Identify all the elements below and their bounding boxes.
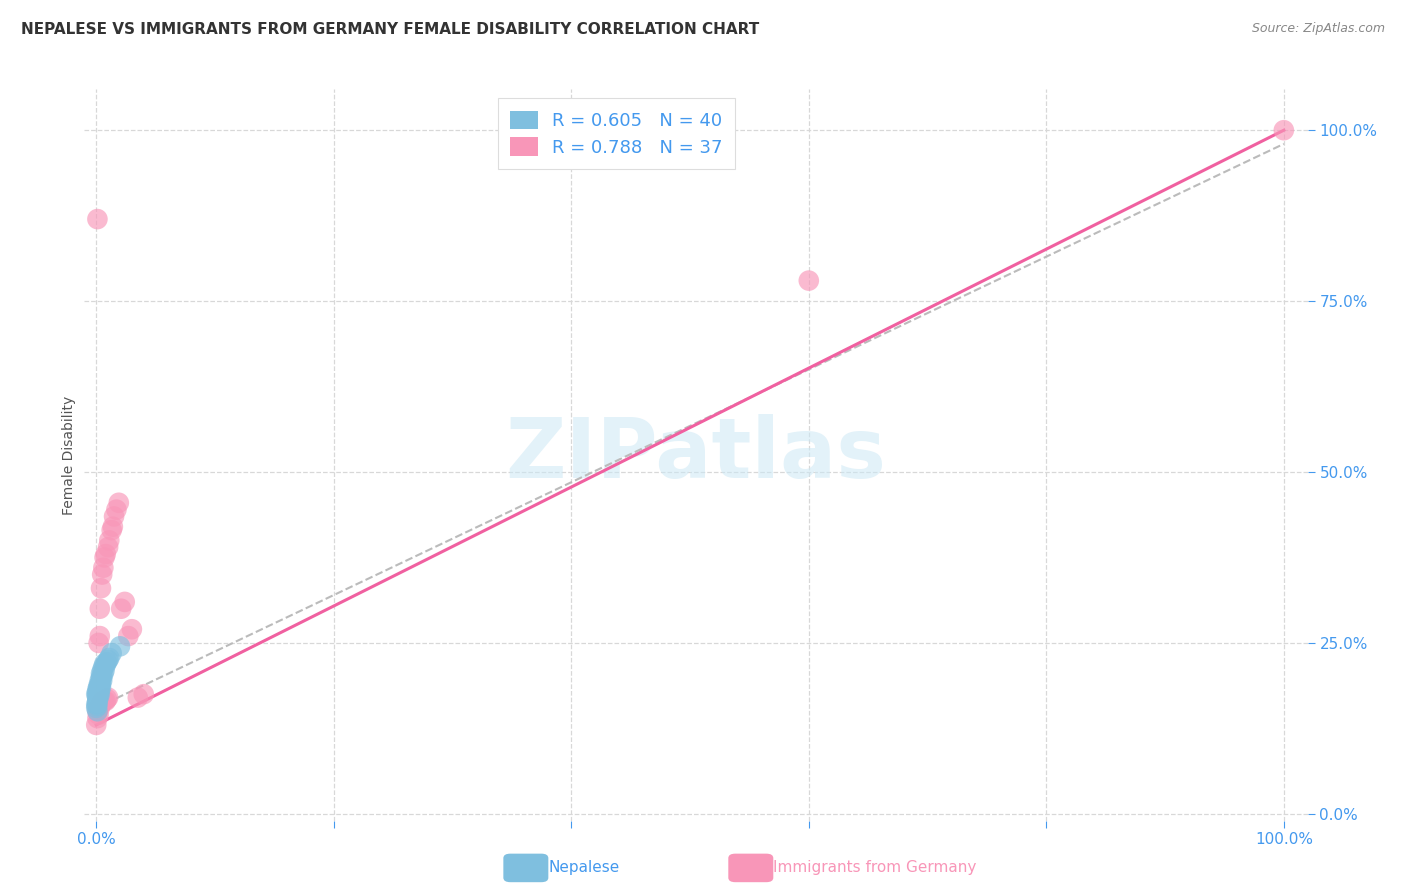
Point [90,670,112,684]
Point [117,629,139,643]
Point [87,687,110,701]
Point [89,673,111,688]
Legend: R = 0.605   N = 40, R = 0.788   N = 37: R = 0.605 N = 40, R = 0.788 N = 37 [498,98,735,169]
Point [90,666,112,681]
Point [87,636,110,650]
Point [87,690,110,705]
Point [89,629,111,643]
Point [87,682,110,697]
Point [84,687,107,701]
Point [89,683,111,698]
Text: Immigrants from Germany: Immigrants from Germany [773,860,977,874]
Point [97,653,120,667]
Text: ZIPatlas: ZIPatlas [506,415,886,495]
Point [108,640,131,654]
Point [797,274,820,288]
Point [97,690,120,705]
Point [87,707,110,722]
Point [107,496,129,510]
Point [89,601,111,615]
Point [86,212,108,227]
Point [86,694,108,708]
Point [93,560,115,574]
Point [96,655,118,669]
Point [86,685,108,699]
Point [91,567,114,582]
Point [91,663,114,677]
Point [93,694,115,708]
Point [97,540,120,554]
Point [90,681,112,695]
Point [89,701,111,715]
Point [110,601,132,615]
Point [93,694,115,708]
Point [121,622,143,636]
Point [94,657,117,672]
Point [100,646,122,660]
Y-axis label: Female Disability: Female Disability [62,395,76,515]
Point [93,663,115,677]
Point [86,704,108,718]
Point [86,696,108,710]
Point [93,666,115,681]
Point [87,683,110,698]
Point [87,701,110,715]
Text: Source: ZipAtlas.com: Source: ZipAtlas.com [1251,22,1385,36]
Point [91,694,114,708]
Text: Nepalese: Nepalese [548,860,620,874]
Point [98,533,121,548]
Point [86,682,108,697]
Point [91,673,114,688]
Point [105,502,128,516]
Point [94,547,117,561]
Point [89,687,111,701]
Point [90,698,112,712]
Point [86,711,108,725]
Point [89,677,111,691]
Point [90,581,112,595]
Point [98,651,121,665]
Point [86,704,108,718]
Point [93,550,115,565]
Point [86,690,108,704]
Point [84,718,107,732]
Point [86,687,108,701]
Point [96,692,118,706]
Point [86,698,108,713]
Point [89,681,111,695]
Point [87,681,110,695]
Point [100,523,122,537]
Point [84,698,107,712]
Point [84,701,107,715]
Point [101,519,124,533]
Point [114,595,136,609]
Point [94,694,117,708]
Point [91,670,114,684]
Text: NEPALESE VS IMMIGRANTS FROM GERMANY FEMALE DISABILITY CORRELATION CHART: NEPALESE VS IMMIGRANTS FROM GERMANY FEMA… [21,22,759,37]
Point [93,660,115,674]
Point [103,509,125,524]
Point [86,692,108,706]
Point [93,657,115,671]
Point [127,690,149,705]
Point [87,678,110,692]
Point [90,677,112,691]
Point [1272,123,1295,137]
Point [132,687,155,701]
